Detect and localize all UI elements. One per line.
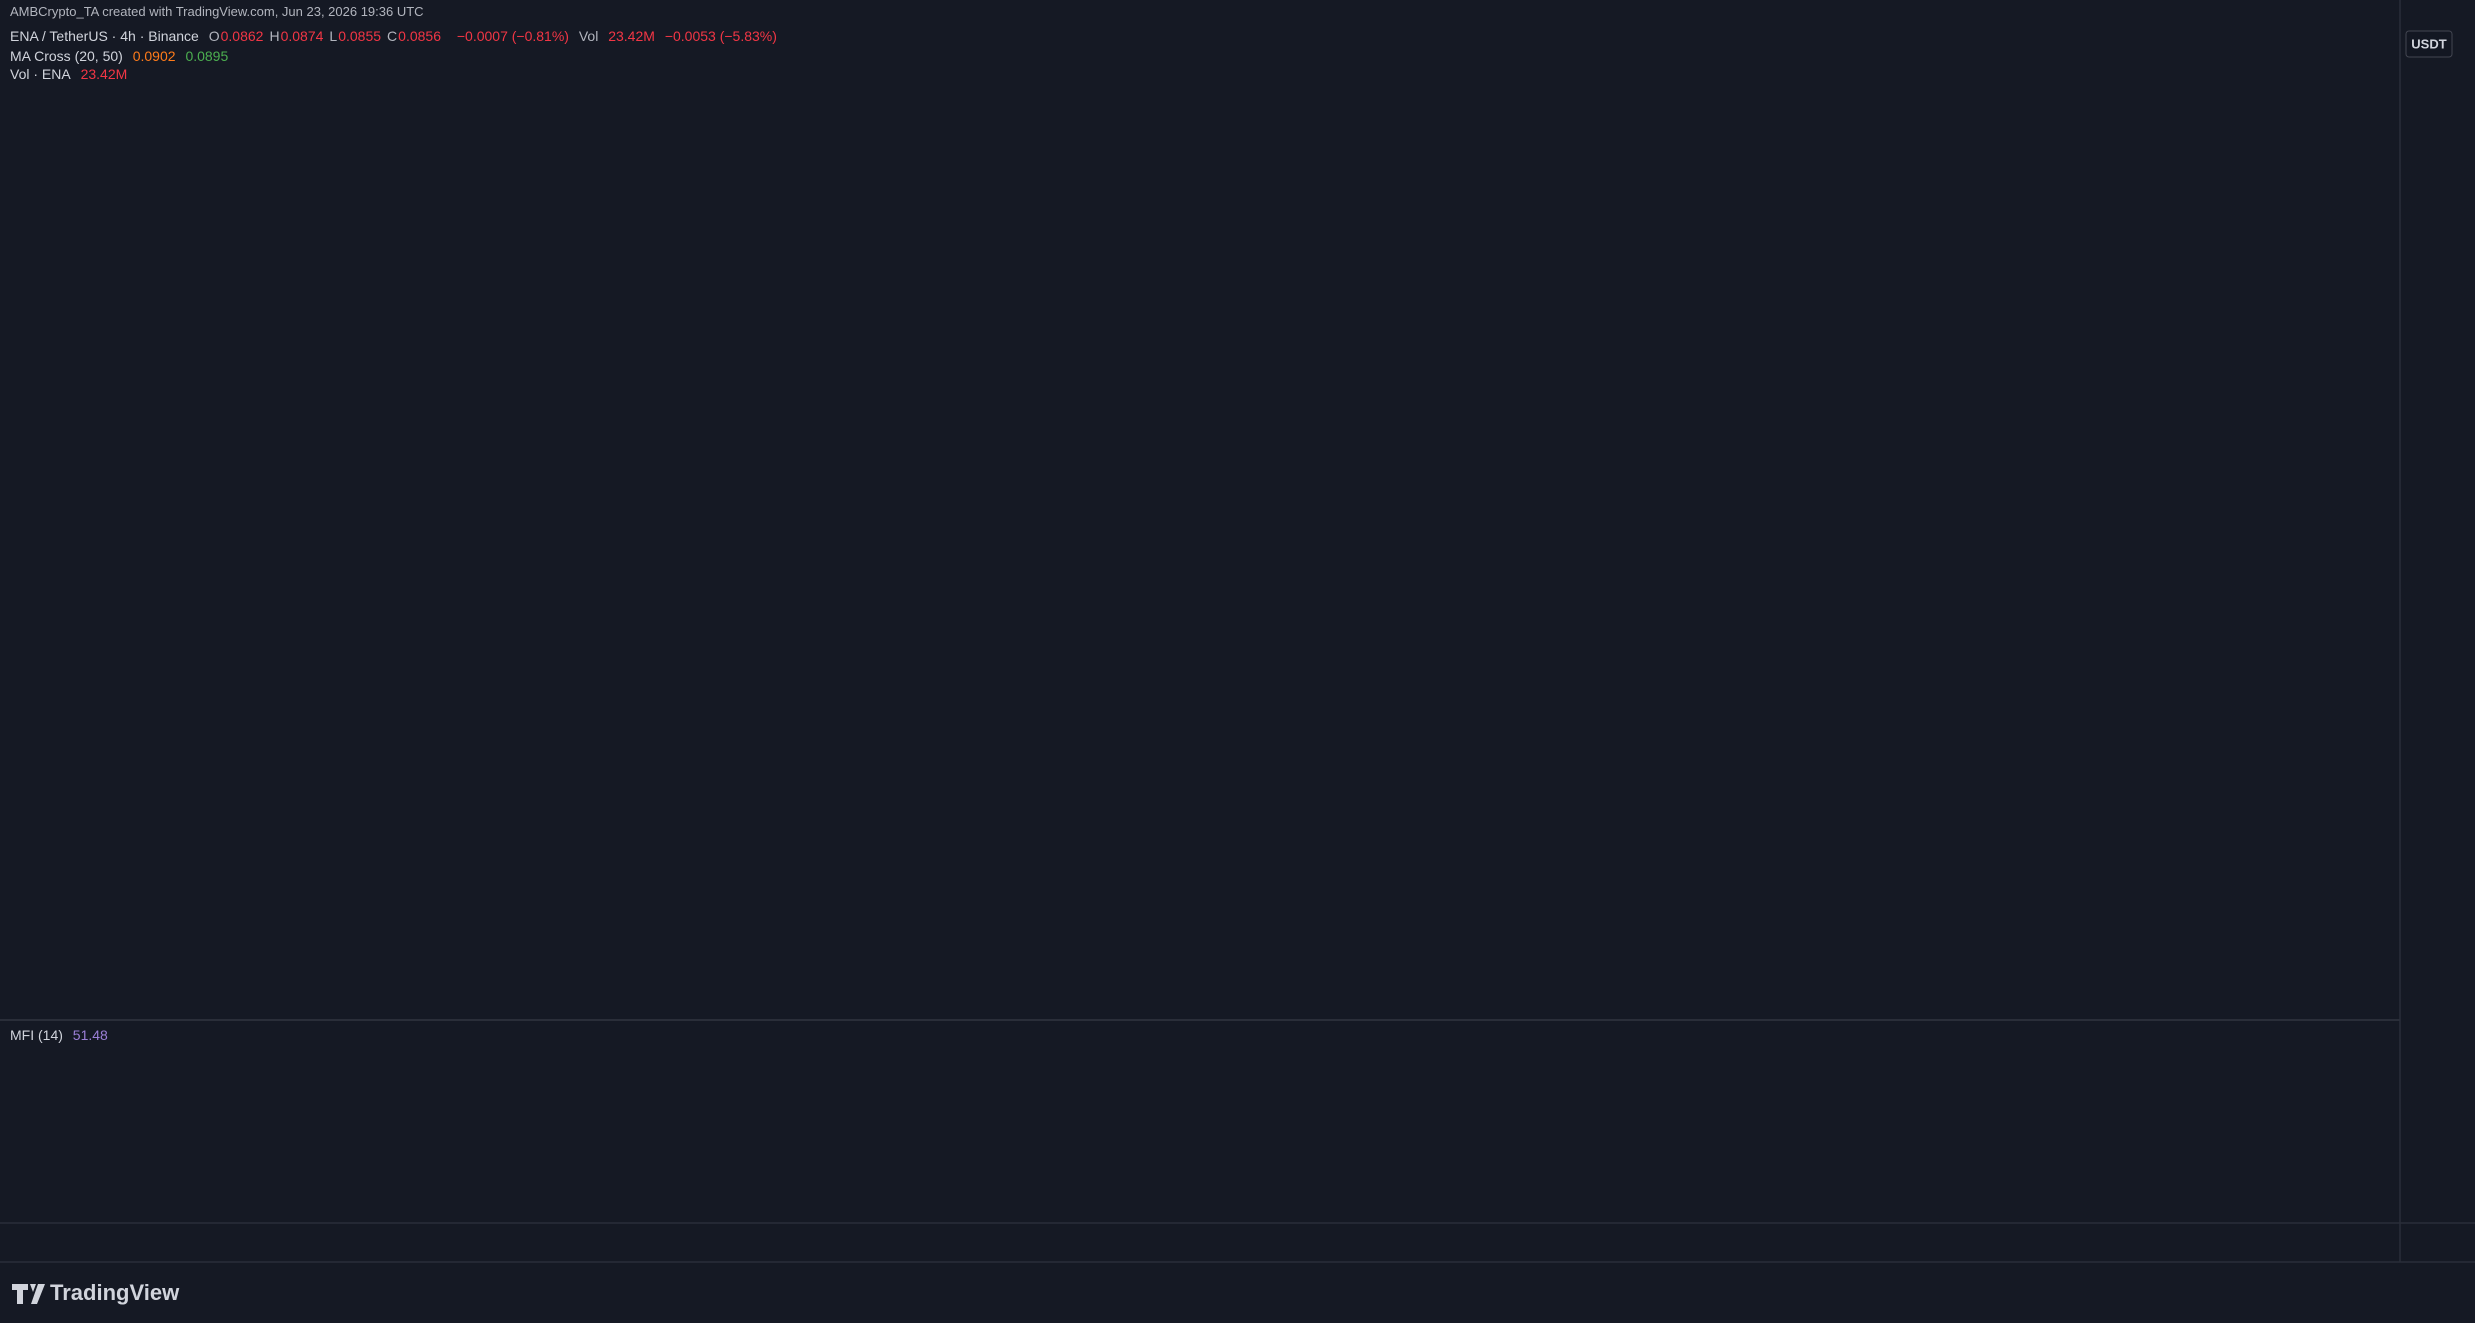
currency-label: USDT	[2411, 36, 2446, 51]
credit: AMBCrypto_TA created with TradingView.co…	[10, 4, 424, 19]
mfi-value: 51.48	[72, 1027, 108, 1043]
mfi-legend: MFI (14) 51.48	[10, 1027, 114, 1043]
vol-name: Vol · ENA	[10, 66, 71, 82]
quote-key: C	[387, 28, 398, 44]
ma50-value: 0.0895	[185, 48, 229, 64]
logo-mark	[12, 1284, 45, 1304]
ma-name: MA Cross (20, 50)	[10, 48, 123, 64]
vol-label: Vol	[578, 28, 599, 44]
quote-key: L	[329, 28, 338, 44]
ma-legend: MA Cross (20, 50) 0.0902 0.0895	[10, 48, 234, 64]
mfi-name: MFI (14)	[10, 1027, 63, 1043]
symbol-legend: ENA / TetherUS · 4h · Binance O0.0862 H0.…	[10, 28, 783, 44]
vol-legend: Vol · ENA 23.42M	[10, 66, 133, 82]
currency-button[interactable]	[2405, 30, 2453, 58]
vol-value: 23.42M	[608, 28, 655, 44]
quote-value: 0.0855	[338, 28, 382, 44]
quote-value: 0.0874	[280, 28, 324, 44]
vol-legend-value: 23.42M	[80, 66, 128, 82]
symbol: ENA / TetherUS · 4h · Binance	[10, 28, 199, 44]
quote: O0.0862 H0.0874 L0.0855 C0.0856	[209, 28, 447, 44]
logo-text: TradingView	[50, 1280, 180, 1305]
quote-key: O	[208, 28, 220, 44]
quote-key: H	[269, 28, 280, 44]
quote-value: 0.0862	[220, 28, 264, 44]
logo: TradingView	[12, 1280, 180, 1305]
ma20-value: 0.0902	[132, 48, 176, 64]
change: −0.0007 (−0.81%)	[456, 28, 569, 44]
vol-change: −0.0053 (−5.83%)	[664, 28, 777, 44]
quote-value: 0.0856	[398, 28, 441, 44]
